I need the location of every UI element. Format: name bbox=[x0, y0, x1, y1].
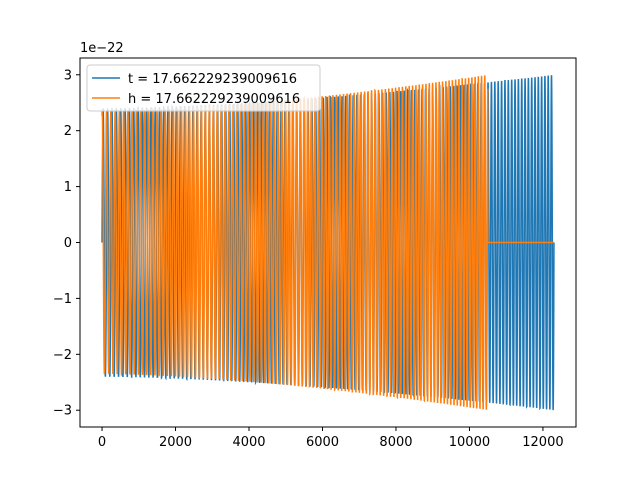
y-tick-label: 0 bbox=[64, 236, 72, 251]
x-tick-label: 4000 bbox=[232, 435, 265, 450]
legend-label-1: t = 17.662229239009616 bbox=[128, 72, 297, 87]
y-tick-label: 3 bbox=[64, 68, 72, 83]
y-offset-label: 1e−22 bbox=[80, 41, 124, 56]
y-tick-label: 1 bbox=[64, 180, 72, 195]
legend-box bbox=[86, 64, 321, 112]
series-layer bbox=[101, 75, 555, 411]
x-tick-label: 2000 bbox=[159, 435, 192, 450]
y-axis: −3 −2 −1 0 1 2 3 bbox=[53, 68, 80, 419]
legend-label-2: h = 17.662229239009616 bbox=[128, 92, 300, 107]
x-tick-label: 8000 bbox=[379, 435, 412, 450]
y-tick-label: −1 bbox=[53, 292, 72, 307]
x-tick-label: 12000 bbox=[522, 435, 563, 450]
y-tick-label: −2 bbox=[53, 348, 72, 363]
y-tick-label: −3 bbox=[53, 404, 72, 419]
x-tick-label: 6000 bbox=[306, 435, 339, 450]
x-tick-label: 10000 bbox=[449, 435, 490, 450]
y-tick-label: 2 bbox=[64, 124, 72, 139]
x-axis: 0 2000 4000 6000 8000 10000 12000 bbox=[98, 427, 564, 450]
x-tick-label: 0 bbox=[98, 435, 106, 450]
legend: t = 17.662229239009616 h = 17.66222923900… bbox=[86, 64, 321, 112]
